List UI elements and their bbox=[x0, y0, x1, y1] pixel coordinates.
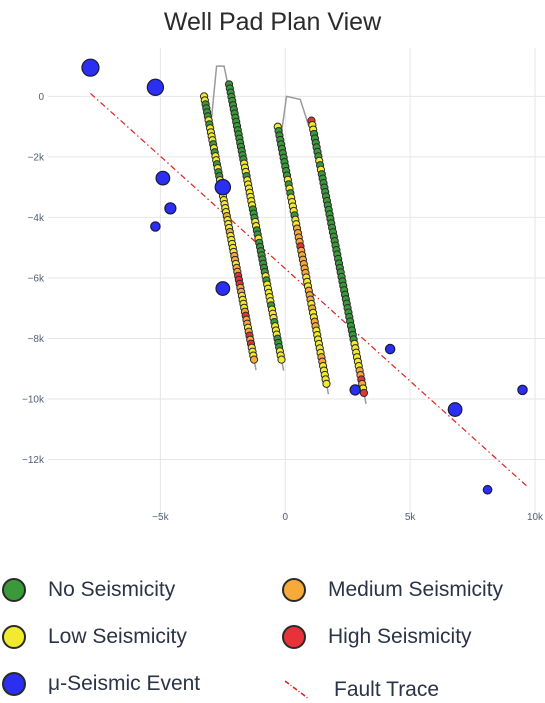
low-seismicity-swatch bbox=[2, 625, 26, 649]
legend: No Seismicity Medium Seismicity Low Seis… bbox=[0, 568, 545, 703]
chart-title: Well Pad Plan View bbox=[163, 8, 382, 36]
y-tick-label: −10k bbox=[22, 394, 45, 405]
legend-item-medium-seismicity: Medium Seismicity bbox=[282, 578, 503, 602]
grid bbox=[48, 48, 545, 520]
legend-item-high-seismicity: High Seismicity bbox=[282, 625, 472, 649]
well-pad-plot: −5k 0 5k 10k 0 −2k −4k −6k −8k −10k −12k bbox=[22, 48, 545, 523]
x-tick-label: −5k bbox=[152, 512, 169, 523]
micro-seismic-swatch bbox=[2, 672, 26, 696]
micro-seismic-events bbox=[81, 58, 528, 495]
y-tick-label: −12k bbox=[22, 455, 45, 466]
micro-seismic-event bbox=[349, 384, 361, 396]
wellbore-heel bbox=[280, 95, 310, 133]
legend-item-low-seismicity: Low Seismicity bbox=[2, 625, 187, 649]
axis-ticks: −5k 0 5k 10k 0 −2k −4k −6k −8k −10k −12k bbox=[22, 92, 544, 523]
stage-marker-low bbox=[277, 355, 286, 364]
y-tick-label: 0 bbox=[38, 92, 44, 103]
no-seismicity-swatch bbox=[2, 578, 26, 602]
micro-seismic-event bbox=[482, 484, 493, 495]
micro-seismic-event bbox=[155, 170, 171, 186]
micro-seismic-event bbox=[384, 343, 396, 355]
micro-seismic-event bbox=[81, 58, 100, 77]
stage-marker-low bbox=[322, 379, 331, 388]
stage-markers bbox=[199, 80, 369, 398]
x-tick-label: 0 bbox=[282, 512, 288, 523]
medium-seismicity-swatch bbox=[282, 578, 306, 602]
micro-seismic-event bbox=[517, 384, 528, 396]
micro-seismic-event bbox=[150, 221, 161, 232]
y-tick-label: −2k bbox=[28, 152, 45, 163]
legend-label: Low Seismicity bbox=[48, 625, 187, 648]
legend-item-no-seismicity: No Seismicity bbox=[2, 578, 175, 602]
micro-seismic-event bbox=[146, 78, 165, 97]
stage-marker-high bbox=[359, 388, 369, 398]
legend-label: Fault Trace bbox=[334, 678, 440, 701]
y-tick-label: −6k bbox=[28, 273, 45, 284]
stage-marker-medium bbox=[249, 355, 259, 364]
legend-label: μ-Seismic Event bbox=[48, 672, 201, 695]
micro-seismic-event bbox=[214, 178, 232, 196]
y-tick-label: −8k bbox=[28, 334, 45, 345]
wellbore-heel bbox=[210, 65, 230, 118]
legend-label: Medium Seismicity bbox=[328, 578, 504, 601]
y-tick-label: −4k bbox=[28, 213, 45, 224]
micro-seismic-event bbox=[215, 281, 231, 296]
micro-seismic-event bbox=[447, 402, 463, 417]
legend-item-fault-trace: Fault Trace bbox=[282, 678, 439, 702]
micro-seismic-event bbox=[164, 202, 177, 215]
legend-label: No Seismicity bbox=[48, 578, 176, 601]
x-tick-label: 10k bbox=[527, 512, 544, 523]
legend-item-micro-seismic-event: μ-Seismic Event bbox=[2, 672, 200, 696]
fault-trace-swatch bbox=[284, 680, 310, 700]
legend-label: High Seismicity bbox=[328, 625, 472, 648]
x-tick-label: 5k bbox=[405, 512, 417, 523]
high-seismicity-swatch bbox=[282, 625, 306, 649]
